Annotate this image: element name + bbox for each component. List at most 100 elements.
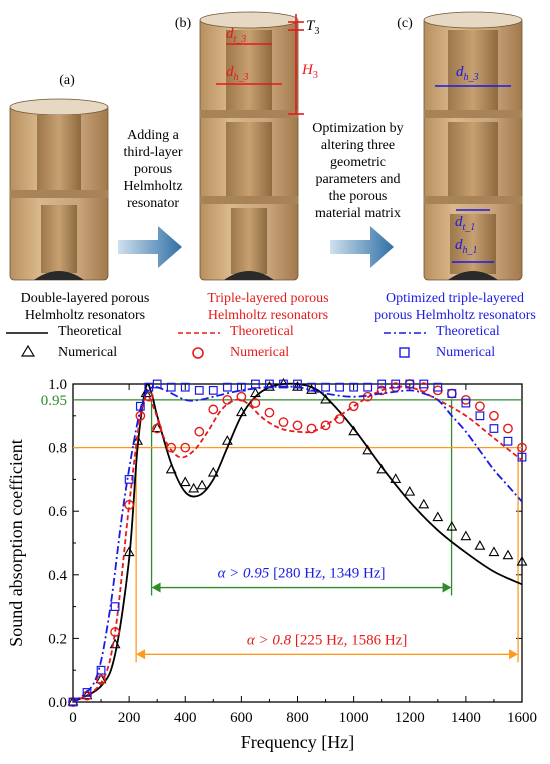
series xyxy=(67,377,528,707)
series-red-numerical-point xyxy=(475,401,485,412)
series-black-numerical-point xyxy=(179,476,191,487)
arrow-text-add-layer: Adding a third-layer porous Helmholtz re… xyxy=(123,128,183,211)
series-black-numerical-point xyxy=(446,520,458,531)
caption-triple-layer: Triple-layered porous Helmholtz resonato… xyxy=(207,291,329,323)
series-black-numerical-point xyxy=(263,381,275,391)
series-red-numerical-point xyxy=(222,395,233,405)
series-red-numerical-point xyxy=(236,391,247,402)
series-red-numerical-point xyxy=(320,420,331,431)
series-black-numerical-point xyxy=(348,425,360,436)
series-red-numerical-point xyxy=(110,627,120,637)
series-black-numerical-point xyxy=(474,540,486,550)
arrow-right-icon xyxy=(330,226,394,268)
x-tick-label: 800 xyxy=(286,710,309,726)
series-red-numerical-point xyxy=(503,423,513,434)
series-black-numerical-point xyxy=(432,511,444,522)
arrow-text-optimization: Optimization by altering three geometric… xyxy=(312,121,404,221)
series-black-numerical-point xyxy=(235,406,247,417)
arrow-right-icon xyxy=(118,226,182,268)
series-blue-numerical-point xyxy=(335,382,344,392)
dim-label-dt3: dt_3 xyxy=(226,26,247,45)
series-red-numerical-point xyxy=(517,442,527,453)
series-red-numerical-point xyxy=(250,398,261,408)
series-blue-numerical-point xyxy=(391,379,401,389)
series-blue-numerical-point xyxy=(363,382,373,392)
series-black-numerical-point xyxy=(188,482,200,493)
series-red-numerical-point xyxy=(194,426,205,437)
caption-double-layer: Double-layered porous Helmholtz resonato… xyxy=(20,291,150,323)
y-tick-label: 0.8 xyxy=(48,441,67,457)
series-red-numerical-point xyxy=(292,420,303,431)
series-blue-numerical-point xyxy=(489,424,499,433)
x-axis-label: Frequency [Hz] xyxy=(241,732,354,752)
series-red-numerical-point xyxy=(348,401,359,412)
legend-black-theoretical: Theoretical xyxy=(58,324,122,339)
series-blue-numerical-point xyxy=(208,385,218,395)
annotations: α > 0.95 [280 Hz, 1349 Hz] α > 0.8 [225 H… xyxy=(73,399,522,663)
y-tick-label: 0.0 xyxy=(48,695,67,711)
series-red-numerical-point xyxy=(152,423,163,434)
series-blue-numerical-point xyxy=(135,401,145,411)
span-label-orange: α > 0.8 [225 Hz, 1586 Hz] xyxy=(247,632,407,648)
series-blue-numerical-point xyxy=(124,474,134,484)
series-black-numerical-point xyxy=(488,546,500,557)
legend xyxy=(6,332,426,359)
series-blue-numerical-point xyxy=(194,385,204,395)
series-blue-numerical-point xyxy=(447,389,457,398)
series-red-theoretical xyxy=(72,385,523,703)
y-tick-label-095: 0.95 xyxy=(41,393,67,409)
series-red-numerical-point xyxy=(180,442,191,453)
dim-label-dh3-c: dh_3 xyxy=(456,64,479,83)
series-blue-theoretical xyxy=(72,385,523,703)
y-tick-label: 1.0 xyxy=(48,377,67,393)
series-blue-numerical-point xyxy=(96,665,106,675)
series-blue-numerical-point xyxy=(110,602,120,612)
series-black-numerical-point xyxy=(404,485,416,496)
y-tick-label: 0.4 xyxy=(48,568,67,584)
series-blue-numerical-point xyxy=(503,436,513,446)
span-label-green: α > 0.95 [280 Hz, 1349 Hz] xyxy=(218,566,386,582)
dim-label-T3: T3 xyxy=(306,18,320,37)
series-black-numerical-point xyxy=(306,384,317,394)
series-blue-numerical-point xyxy=(236,382,246,392)
series-red-numerical-point xyxy=(124,499,135,510)
series-black-numerical-point xyxy=(320,393,332,404)
span-arrowhead-left-orange xyxy=(136,649,146,660)
y-tick-label: 0.6 xyxy=(48,504,67,520)
series-red-numerical-point xyxy=(208,404,219,415)
resonator-double-layer xyxy=(9,98,109,281)
series-blue-numerical-point xyxy=(461,398,471,408)
series-blue-numerical-point xyxy=(307,382,316,392)
series-black-numerical-point xyxy=(502,549,514,560)
series-blue-numerical-point xyxy=(419,379,429,389)
series-black-numerical-point xyxy=(390,473,402,483)
span-arrowhead-left-green xyxy=(151,582,161,593)
panel-b-label: (b) xyxy=(174,16,192,31)
series-black-theoretical xyxy=(72,382,523,703)
series-black-numerical-point xyxy=(376,463,388,474)
series-black-numerical-point xyxy=(123,546,135,557)
x-tick-label: 400 xyxy=(174,710,197,726)
series-blue-numerical-point xyxy=(405,379,415,389)
series-blue-numerical-point xyxy=(222,382,232,392)
span-arrowhead-right-orange xyxy=(509,649,519,660)
series-blue-numerical-point xyxy=(349,382,359,392)
series-blue-numerical-point xyxy=(433,382,443,392)
dim-label-H3: H3 xyxy=(302,62,318,81)
resonator-optimized xyxy=(423,11,523,281)
series-black-numerical-point xyxy=(165,463,177,474)
x-tick-label: 1200 xyxy=(395,710,425,726)
series-black-numerical-point xyxy=(196,479,208,490)
series-black-numerical-point xyxy=(221,435,233,445)
series-blue-numerical-point xyxy=(279,379,288,389)
y-tick-label: 0.2 xyxy=(48,631,67,647)
series-black-numerical-point xyxy=(207,466,219,477)
series-red-numerical-point xyxy=(489,410,499,421)
series-black-numerical-point xyxy=(132,435,143,445)
panel-a-label: (a) xyxy=(59,73,75,88)
series-blue-numerical-point xyxy=(144,382,154,392)
series-red-numerical-point xyxy=(143,391,154,402)
legend-red-theoretical: Theoretical xyxy=(230,324,294,339)
x-tick-label: 1600 xyxy=(507,710,537,726)
x-tick-label: 600 xyxy=(230,710,253,726)
